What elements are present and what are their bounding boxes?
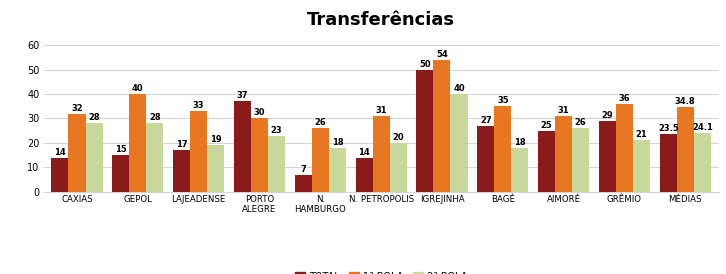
Bar bbox=[68, 113, 86, 192]
Text: 24.1: 24.1 bbox=[692, 123, 713, 132]
Text: 21: 21 bbox=[636, 130, 648, 139]
Text: 31: 31 bbox=[375, 106, 387, 115]
Bar bbox=[129, 94, 147, 192]
Bar bbox=[694, 133, 711, 192]
Text: 37: 37 bbox=[237, 91, 248, 100]
Text: 25: 25 bbox=[541, 121, 552, 130]
Text: 27: 27 bbox=[480, 116, 492, 125]
Text: 30: 30 bbox=[254, 109, 265, 118]
Text: 23: 23 bbox=[271, 125, 282, 135]
Bar bbox=[207, 145, 224, 192]
Bar bbox=[251, 118, 268, 192]
Bar bbox=[555, 116, 572, 192]
Title: Transferências: Transferências bbox=[307, 10, 455, 28]
Text: 23.5: 23.5 bbox=[658, 124, 679, 133]
Text: 50: 50 bbox=[419, 59, 431, 68]
Bar bbox=[417, 70, 433, 192]
Text: 32: 32 bbox=[71, 104, 83, 113]
Bar bbox=[538, 131, 555, 192]
Text: 31: 31 bbox=[558, 106, 569, 115]
Bar bbox=[147, 123, 163, 192]
Text: 29: 29 bbox=[602, 111, 613, 120]
Text: 14: 14 bbox=[358, 148, 370, 157]
Bar bbox=[113, 155, 129, 192]
Bar bbox=[477, 126, 494, 192]
Bar bbox=[633, 141, 650, 192]
Text: 26: 26 bbox=[575, 118, 587, 127]
Bar bbox=[268, 136, 285, 192]
Text: 17: 17 bbox=[176, 140, 187, 149]
Bar bbox=[494, 106, 511, 192]
Text: 28: 28 bbox=[149, 113, 160, 122]
Bar bbox=[295, 175, 311, 192]
Text: 20: 20 bbox=[392, 133, 404, 142]
Bar bbox=[677, 107, 694, 192]
Bar bbox=[86, 123, 102, 192]
Text: 40: 40 bbox=[453, 84, 465, 93]
Text: 15: 15 bbox=[115, 145, 126, 154]
Bar bbox=[311, 128, 329, 192]
Bar bbox=[599, 121, 616, 192]
Bar bbox=[451, 94, 468, 192]
Bar bbox=[616, 104, 633, 192]
Text: 26: 26 bbox=[314, 118, 326, 127]
Text: 35: 35 bbox=[497, 96, 509, 105]
Text: 54: 54 bbox=[436, 50, 448, 59]
Text: 36: 36 bbox=[619, 94, 630, 103]
Text: 33: 33 bbox=[193, 101, 205, 110]
Bar bbox=[390, 143, 407, 192]
Legend: TOTAL, 1ª BOLA, 2ª BOLA: TOTAL, 1ª BOLA, 2ª BOLA bbox=[291, 268, 471, 274]
Bar bbox=[572, 128, 590, 192]
Text: 7: 7 bbox=[301, 165, 306, 174]
Bar bbox=[52, 158, 68, 192]
Text: 14: 14 bbox=[54, 148, 66, 157]
Bar bbox=[433, 60, 451, 192]
Text: 28: 28 bbox=[89, 113, 100, 122]
Bar bbox=[190, 111, 207, 192]
Text: 34.8: 34.8 bbox=[675, 97, 696, 106]
Bar bbox=[234, 101, 251, 192]
Text: 40: 40 bbox=[132, 84, 144, 93]
Bar bbox=[372, 116, 390, 192]
Bar bbox=[173, 150, 190, 192]
Text: 18: 18 bbox=[514, 138, 526, 147]
Bar bbox=[329, 148, 346, 192]
Bar bbox=[511, 148, 529, 192]
Bar bbox=[356, 158, 372, 192]
Text: 19: 19 bbox=[210, 135, 221, 144]
Bar bbox=[660, 134, 677, 192]
Text: 18: 18 bbox=[332, 138, 343, 147]
